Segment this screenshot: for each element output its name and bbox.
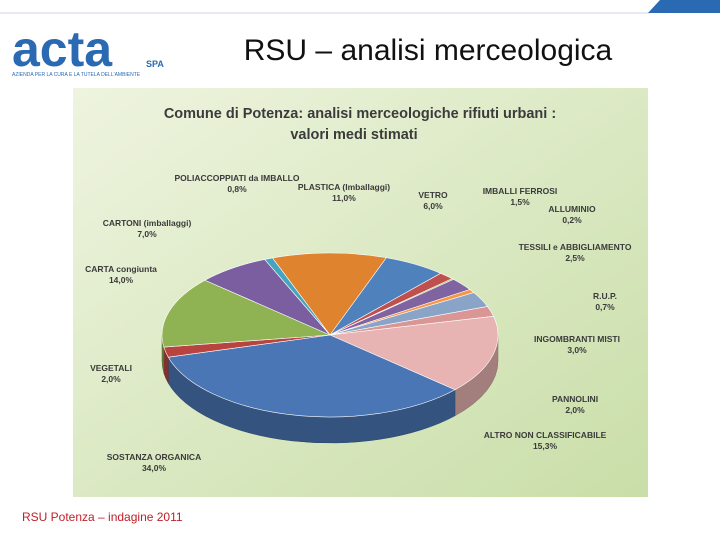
slice-label: IMBALLI FERROSI 1,5% bbox=[455, 186, 585, 208]
slice-value: 34,0% bbox=[141, 463, 167, 473]
slice-name: INGOMBRANTI MISTI bbox=[534, 334, 620, 344]
slice-value: 3,0% bbox=[567, 345, 587, 355]
slice-name: PANNOLINI bbox=[551, 394, 599, 404]
slide-title: RSU – analisi merceologica bbox=[244, 34, 613, 67]
slice-label: PLASTICA (Imballaggi) 11,0% bbox=[279, 182, 409, 204]
slice-value: 6,0% bbox=[423, 201, 443, 211]
slice-name: CARTA congiunta bbox=[85, 264, 157, 274]
slice-value: 0,2% bbox=[562, 215, 582, 225]
slice-value: 2,0% bbox=[101, 374, 121, 384]
slice bbox=[264, 257, 331, 336]
slice-name: TESSILI e ABBIGLIAMENTO bbox=[518, 242, 632, 252]
slice-name: ALTRO NON CLASSIFICABILE bbox=[483, 430, 607, 440]
slice-label: INGOMBRANTI MISTI 3,0% bbox=[512, 334, 642, 356]
slice-label: CARTA congiunta 14,0% bbox=[56, 264, 186, 286]
slice-name: VETRO bbox=[418, 190, 448, 200]
slice-name: PLASTICA (Imballaggi) bbox=[297, 182, 391, 192]
slice-name: SOSTANZA ORGANICA bbox=[106, 452, 202, 462]
header-stripe bbox=[648, 0, 720, 13]
slice-label: ALTRO NON CLASSIFICABILE 15,3% bbox=[480, 430, 610, 452]
logo: acta bbox=[12, 21, 113, 77]
slice-label: VEGETALI 2,0% bbox=[46, 363, 176, 385]
slice-name: CARTONI (imballaggi) bbox=[102, 218, 192, 228]
slice-value: 11,0% bbox=[332, 193, 356, 203]
slice bbox=[272, 252, 387, 336]
slice-value: 2,0% bbox=[565, 405, 585, 415]
slice-value: 0,8% bbox=[227, 184, 247, 194]
slice-label: TESSILI e ABBIGLIAMENTO 2,5% bbox=[510, 242, 640, 264]
slice-label: VETRO 6,0% bbox=[368, 190, 498, 212]
logo-suffix: SPA bbox=[146, 59, 164, 69]
slice-label: CARTONI (imballaggi) 7,0% bbox=[82, 218, 212, 240]
slice-label: SOSTANZA ORGANICA 34,0% bbox=[89, 452, 219, 474]
slice-value: 14,0% bbox=[108, 275, 134, 285]
slice-value: 2,5% bbox=[565, 253, 585, 263]
slice-value: 15,3% bbox=[532, 441, 558, 451]
slice bbox=[167, 334, 456, 418]
slice-name: POLIACCOPPIATI da IMBALLO bbox=[174, 173, 300, 183]
slice-value: 0,7% bbox=[595, 302, 615, 312]
slice-name: VEGETALI bbox=[90, 363, 132, 373]
slice bbox=[161, 279, 331, 348]
slice-label: R.U.P. 0,7% bbox=[540, 291, 670, 313]
slice-value: 7,0% bbox=[137, 229, 157, 239]
slice-name: ALLUMINIO bbox=[548, 204, 596, 214]
slice-label: PANNOLINI 2,0% bbox=[510, 394, 640, 416]
slice-name: IMBALLI FERROSI bbox=[482, 186, 558, 196]
chart-subtitle: valori medi stimati bbox=[290, 127, 417, 143]
logo-tagline: AZIENDA PER LA CURA E LA TUTELA DELL'AMB… bbox=[12, 72, 141, 78]
slice-label: POLIACCOPPIATI da IMBALLO 0,8% bbox=[172, 173, 302, 195]
slice bbox=[328, 316, 499, 391]
slice-label: ALLUMINIO 0,2% bbox=[507, 204, 637, 226]
chart-title: Comune di Potenza: analisi merceologiche… bbox=[164, 106, 556, 122]
slice-name: R.U.P. bbox=[593, 291, 617, 301]
footer: RSU Potenza – indagine 2011 bbox=[22, 510, 183, 524]
slice-value: 1,5% bbox=[510, 197, 530, 207]
